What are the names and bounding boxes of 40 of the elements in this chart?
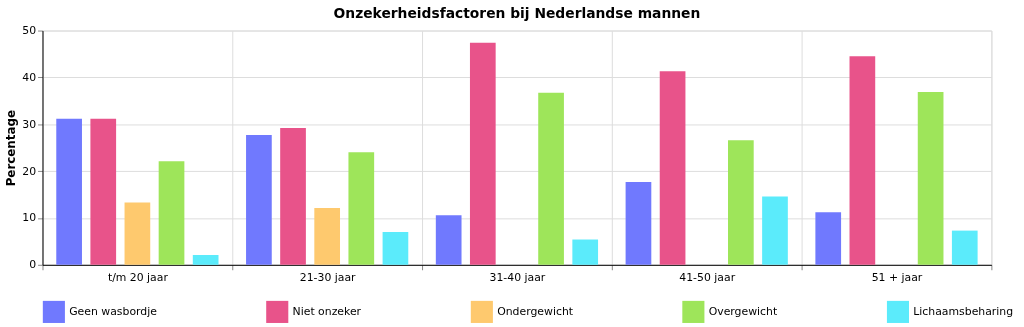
bar [762,196,788,265]
legend-label: Ondergewicht [497,304,574,318]
legend-label: Geen wasbordje [69,304,158,318]
bar [314,208,341,265]
bar [951,230,978,265]
bar [158,161,185,265]
x-tick-label: 51 + jaar [871,271,923,285]
bar [538,92,564,265]
bar [56,118,82,265]
bar [246,135,272,265]
bar [849,56,876,265]
bar [917,91,944,265]
bar [815,212,842,265]
bar [572,239,599,265]
bar [90,118,117,265]
x-tick-label: 31-40 jaar [489,271,546,285]
y-tick-label: 30 [22,117,37,131]
bar [382,232,409,265]
y-tick-label: 10 [22,211,37,225]
bar [280,128,306,265]
bar [625,181,652,265]
bar [469,42,496,265]
x-tick-label: t/m 20 jaar [107,271,169,285]
bar [348,152,375,265]
bar [728,140,754,265]
y-tick-label: 0 [29,258,37,272]
bar [435,215,462,265]
x-tick-label: 21-30 jaar [299,271,357,285]
y-tick-label: 40 [22,70,37,84]
chart-title: Onzekerheidsfactoren bij Nederlandse mannen [333,4,701,21]
y-axis-title: Percentage [4,110,19,187]
legend-label: Niet onzeker [292,304,362,318]
bar [124,202,151,265]
legend-label: Lichaamsbeharing [913,304,1014,318]
y-tick-label: 50 [22,24,37,38]
bar [192,254,219,265]
legend-label: Overgewicht [708,304,778,318]
y-tick-label: 20 [22,164,37,178]
bar [659,71,686,265]
x-tick-label: 41-50 jaar [679,271,736,285]
